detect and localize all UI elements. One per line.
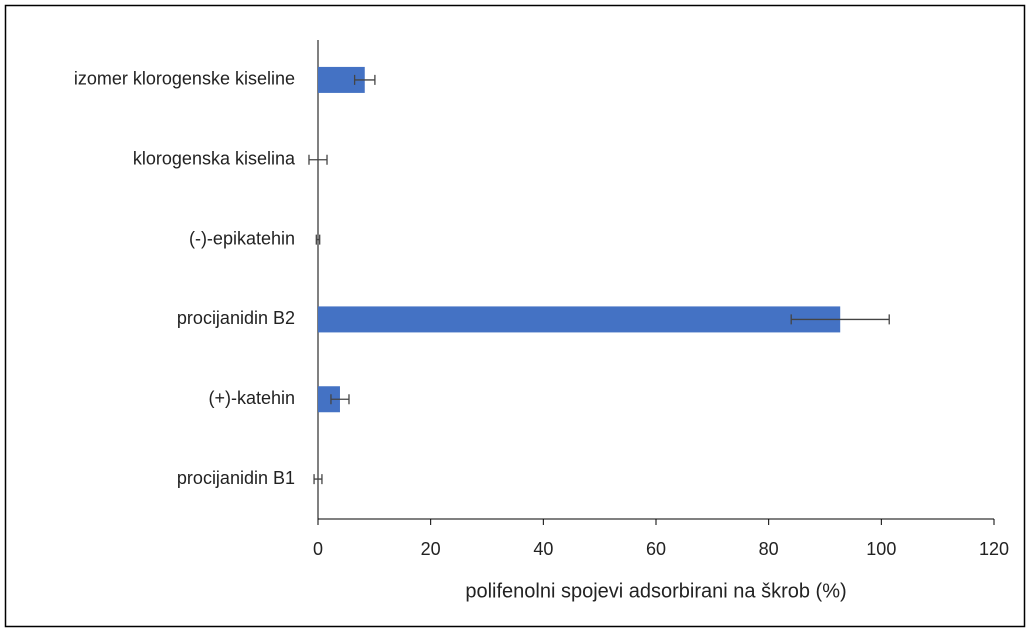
error-bar [353, 74, 376, 85]
y-tick-label: klorogenska kiselina [133, 149, 296, 169]
x-tick-label: 80 [759, 539, 779, 559]
bar [318, 306, 841, 333]
y-tick-label: (-)-epikatehin [189, 228, 295, 248]
y-tick-label: izomer klorogenske kiseline [74, 69, 295, 89]
x-axis-title: polifenolni spojevi adsorbirani na škrob… [465, 580, 846, 602]
x-tick-label: 40 [533, 539, 553, 559]
x-tick-label: 100 [866, 539, 896, 559]
error-bar [790, 314, 890, 325]
y-tick-label: procijanidin B2 [177, 308, 295, 328]
x-tick-label: 20 [421, 539, 441, 559]
error-bar [330, 394, 350, 405]
x-tick-label: 120 [979, 539, 1009, 559]
x-tick-label: 0 [313, 539, 323, 559]
bar [318, 386, 340, 413]
error-bar [308, 154, 328, 165]
y-tick-label: procijanidin B1 [177, 468, 295, 488]
x-tick-label: 60 [646, 539, 666, 559]
y-tick-label: (+)-katehin [208, 388, 295, 408]
error-bar [313, 474, 323, 485]
error-bar [315, 234, 321, 245]
